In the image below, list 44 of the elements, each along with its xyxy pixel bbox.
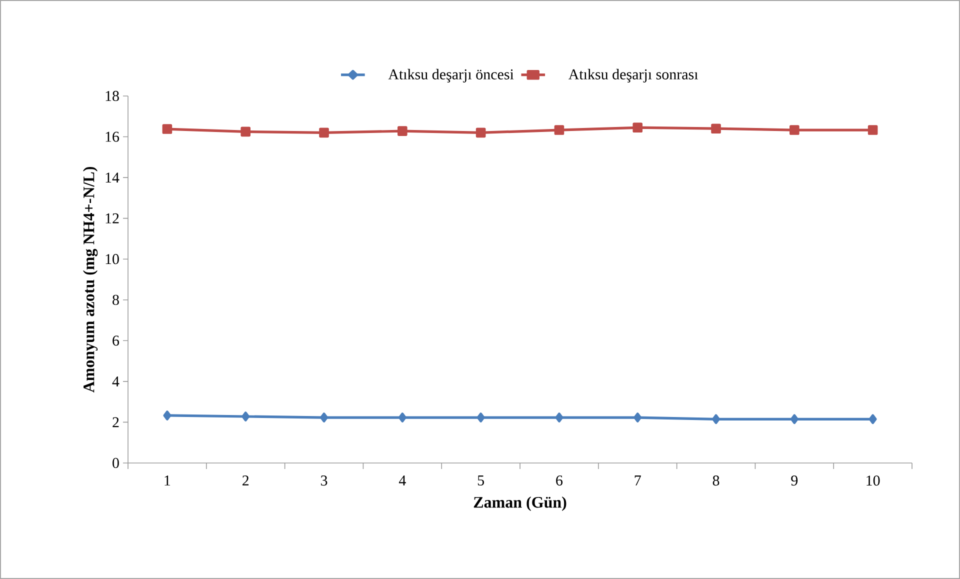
point (242, 412, 250, 422)
y-axis-title: Amonyum azotu (mg NH4+-N/L) (83, 166, 98, 393)
point (476, 128, 486, 138)
y-tick-label: 2 (112, 417, 119, 428)
point (868, 125, 878, 135)
legend-label: Atıksu deşarjı öncesi (388, 68, 514, 82)
x-tick-label: 1 (164, 476, 170, 486)
x-tick-label: 10 (866, 476, 880, 486)
x-tick-label: 7 (634, 476, 641, 486)
point (868, 414, 877, 424)
x-axis-title: Zaman (Gün) (474, 496, 566, 511)
point (476, 412, 485, 422)
point (632, 122, 643, 132)
x-tick-label: 5 (478, 476, 484, 486)
x-tick-label: 2 (242, 476, 249, 486)
y-tick-label: 12 (106, 213, 119, 224)
y-tick-label: 14 (106, 172, 120, 182)
point (712, 414, 720, 424)
point (240, 126, 251, 137)
x-tick-label: 9 (791, 476, 798, 486)
y-tick-label: 6 (112, 336, 120, 346)
point (398, 412, 406, 422)
point (319, 128, 329, 138)
point (163, 410, 172, 420)
y-tick-label: 16 (106, 132, 120, 142)
point (555, 412, 564, 422)
x-tick-label: 6 (556, 476, 563, 486)
point (320, 412, 328, 422)
y-tick-label: 10 (106, 254, 119, 264)
point (398, 126, 408, 136)
y-tick-label: 8 (112, 294, 119, 305)
x-tick-label: 8 (712, 476, 720, 486)
y-tick-label: 4 (112, 376, 120, 386)
point (790, 414, 798, 424)
point (634, 412, 642, 422)
x-tick-label: 3 (320, 476, 328, 486)
point (162, 124, 172, 134)
point (554, 125, 564, 135)
y-tick-label: 18 (106, 90, 119, 102)
legend-label: Atıksu deşarjı sonrası (568, 68, 698, 82)
point (711, 124, 721, 134)
x-tick-label: 4 (398, 476, 406, 486)
point (790, 125, 800, 135)
y-tick-label: 0 (112, 458, 119, 468)
